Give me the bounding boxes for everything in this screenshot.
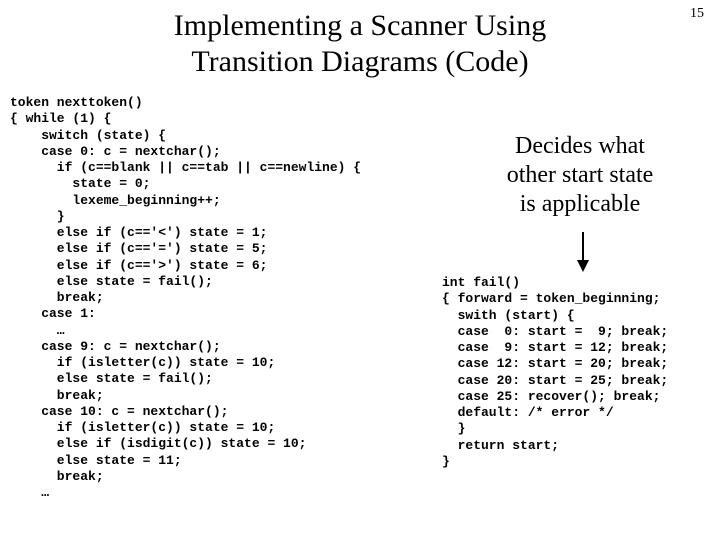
code-block-nexttoken: token nexttoken() { while (1) { switch (…: [10, 95, 361, 501]
annotation-text: Decides what other start state is applic…: [470, 132, 690, 218]
page-title: Implementing a Scanner Using Transition …: [0, 0, 720, 80]
annotation-line-3: is applicable: [520, 191, 641, 217]
annotation-line-2: other start state: [507, 162, 654, 188]
page-number: 15: [690, 6, 704, 22]
title-line-2: Transition Diagrams (Code): [191, 45, 528, 78]
arrow-down-icon: [575, 232, 591, 272]
code-block-fail: int fail() { forward = token_beginning; …: [442, 275, 668, 470]
annotation-line-1: Decides what: [515, 133, 645, 159]
title-line-1: Implementing a Scanner Using: [174, 9, 546, 42]
